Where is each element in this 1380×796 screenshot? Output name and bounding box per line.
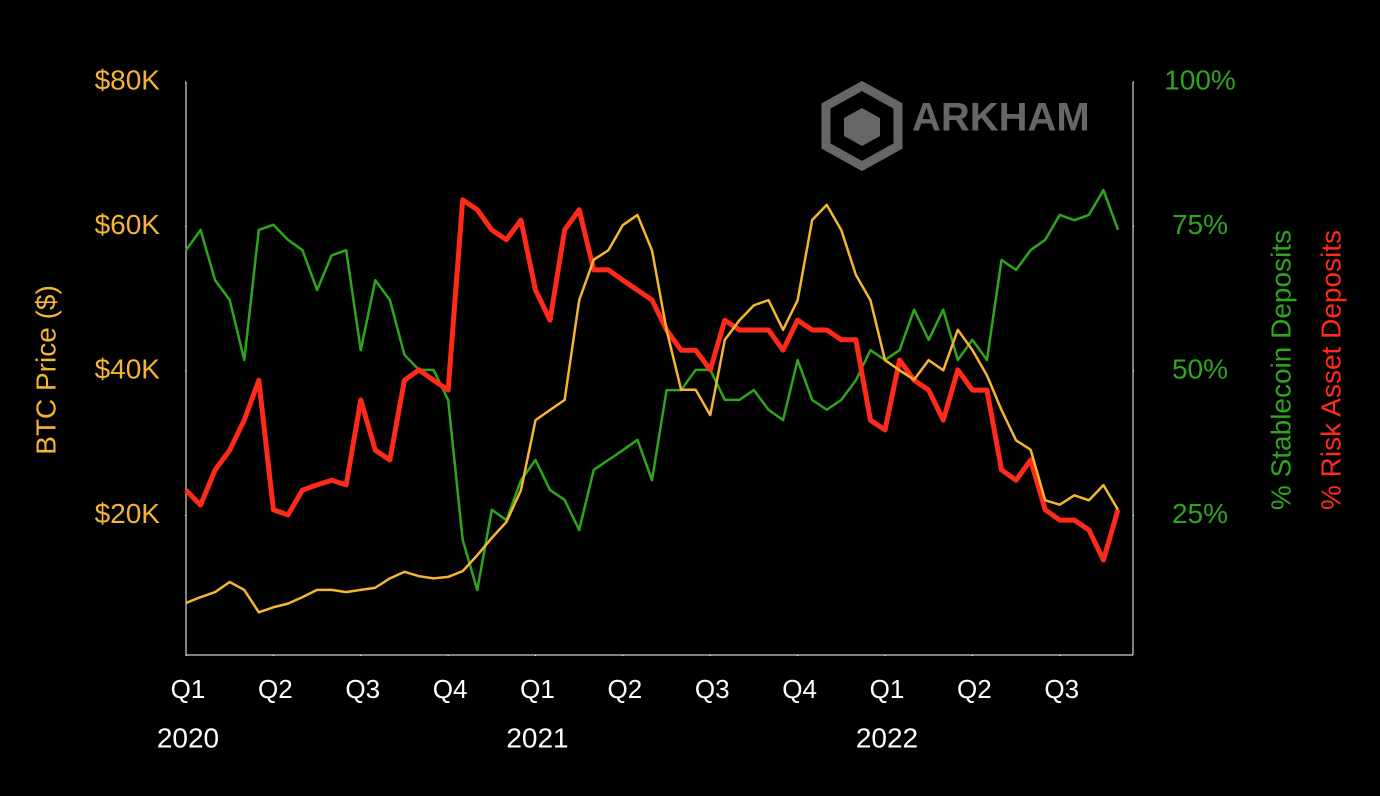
y-tick-label: $60K bbox=[95, 209, 161, 240]
series-line bbox=[184, 197, 1121, 563]
y-tick-label: $40K bbox=[95, 353, 161, 384]
year-label: 2022 bbox=[856, 722, 918, 753]
series-line bbox=[184, 188, 1120, 592]
x-tick-label: Q4 bbox=[433, 674, 468, 704]
y2-tick-label: 50% bbox=[1172, 353, 1228, 384]
y-axis-label: BTC Price ($) bbox=[30, 285, 61, 455]
y2-tick-label: 75% bbox=[1172, 209, 1228, 240]
watermark: ARKHAM bbox=[912, 96, 1090, 140]
y-tick-label: $80K bbox=[95, 64, 161, 95]
x-tick-label: Q1 bbox=[171, 674, 206, 704]
x-tick-label: Q2 bbox=[957, 674, 992, 704]
x-tick-label: Q3 bbox=[345, 674, 380, 704]
year-label: 2020 bbox=[157, 722, 219, 753]
y2-tick-label: 100% bbox=[1164, 64, 1236, 95]
x-tick-label: Q2 bbox=[608, 674, 643, 704]
x-tick-label: Q3 bbox=[1044, 674, 1079, 704]
logo: ARKHAM bbox=[821, 80, 1090, 172]
x-tick-label: Q2 bbox=[258, 674, 293, 704]
x-tick-label: Q4 bbox=[782, 674, 817, 704]
x-tick-label: Q1 bbox=[520, 674, 555, 704]
y-tick-label: $20K bbox=[95, 498, 161, 529]
x-tick-label: Q3 bbox=[695, 674, 730, 704]
year-label: 2021 bbox=[506, 722, 568, 753]
y2-axis-label: % Stablecoin Deposits bbox=[1265, 230, 1296, 510]
y2-axis-label: % Risk Asset Deposits bbox=[1315, 230, 1346, 510]
y2-tick-label: 25% bbox=[1172, 498, 1228, 529]
logo-core bbox=[844, 108, 880, 146]
logo-mark bbox=[821, 80, 903, 172]
x-tick-label: Q1 bbox=[870, 674, 905, 704]
series-line bbox=[185, 203, 1120, 614]
